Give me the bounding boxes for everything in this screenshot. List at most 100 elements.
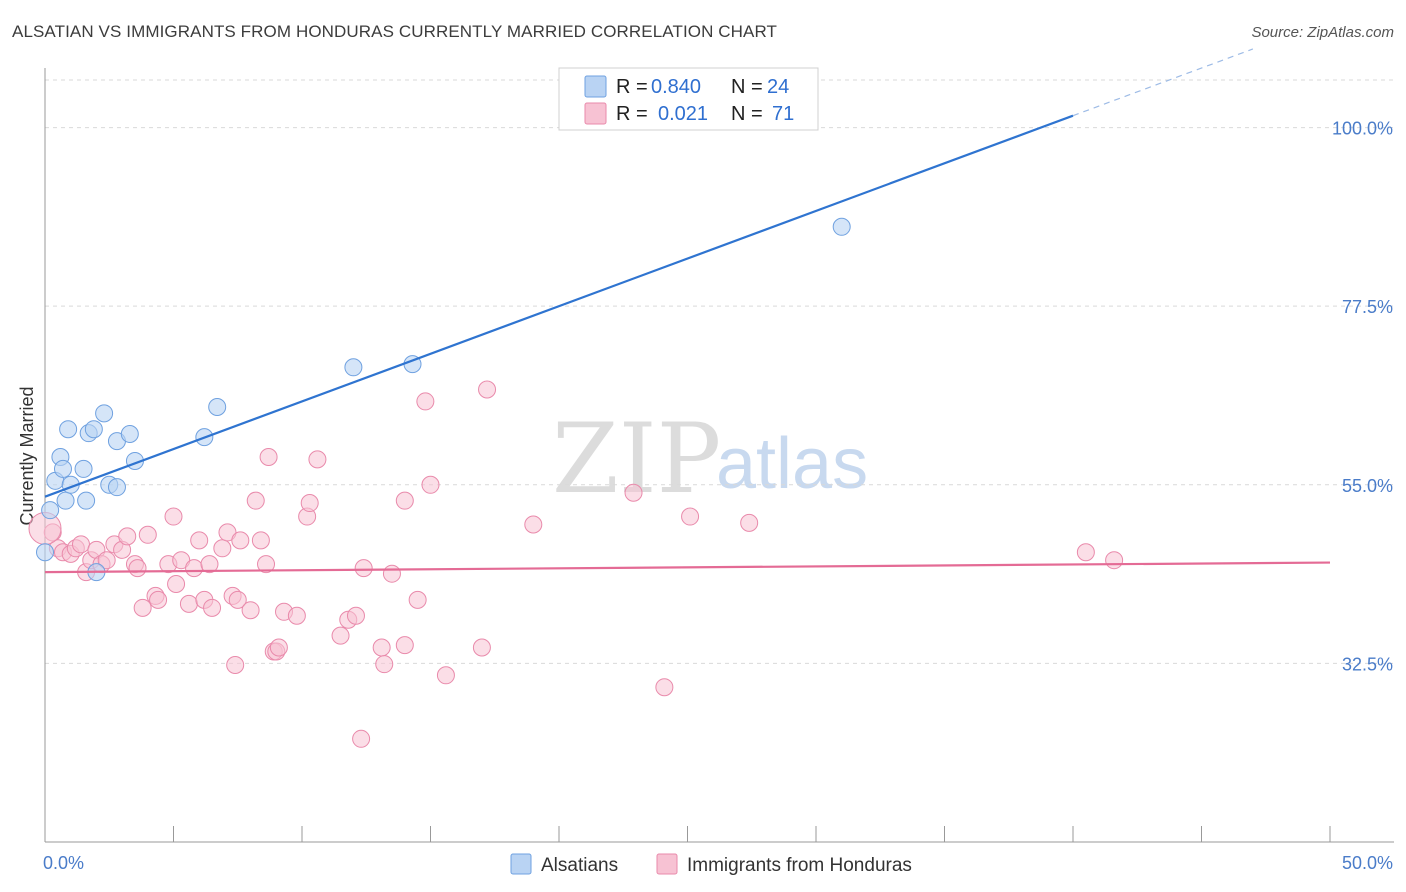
honduras-point: [200, 555, 219, 574]
x-tick-label-end: 50.0%: [1342, 853, 1393, 873]
honduras-point: [624, 483, 643, 502]
y-axis-label: Currently Married: [17, 386, 37, 525]
y-tick-label: 55.0%: [1342, 476, 1393, 496]
honduras-point: [375, 655, 394, 674]
y-tick-label: 32.5%: [1342, 654, 1393, 674]
honduras-point: [331, 626, 350, 645]
bottom-legend-swatch-honduras: [656, 853, 678, 875]
alsatian-points: [36, 217, 851, 582]
alsatian-point: [84, 420, 103, 439]
honduras-point: [524, 515, 543, 534]
bottom-legend-label-honduras: Immigrants from Honduras: [687, 855, 912, 876]
x-tick-labels: 0.0% 50.0%: [43, 853, 1393, 873]
alsatian-point: [53, 459, 72, 478]
honduras-trend-line: [44, 561, 1331, 574]
honduras-point: [251, 531, 270, 550]
alsatian-point: [41, 501, 60, 520]
honduras-point: [395, 491, 414, 510]
honduras-point: [133, 598, 152, 617]
honduras-point: [1105, 551, 1124, 570]
legend-swatch-honduras: [584, 102, 607, 125]
legend-n-label-2: N =: [731, 103, 763, 125]
legend-swatch-alsatians: [584, 75, 607, 98]
honduras-point: [259, 448, 278, 466]
honduras-point: [138, 525, 157, 544]
honduras-points: [28, 380, 1124, 748]
honduras-point: [436, 666, 455, 685]
bottom-legend-label-alsatians: Alsatians: [541, 855, 618, 876]
y-tick-labels: 32.5% 55.0% 77.5% 100.0%: [1332, 119, 1393, 675]
honduras-point: [149, 590, 168, 609]
honduras-point: [408, 590, 427, 609]
honduras-point: [226, 655, 245, 674]
honduras-point: [71, 535, 90, 554]
legend-n-value-1: 24: [767, 76, 789, 98]
watermark-atlas: atlas: [716, 424, 868, 504]
honduras-point: [346, 606, 365, 625]
x-tick-label-start: 0.0%: [43, 853, 84, 873]
alsatian-point: [832, 217, 851, 236]
honduras-point: [287, 606, 306, 625]
series-legend: Alsatians Immigrants from Honduras: [510, 853, 912, 876]
alsatian-point: [36, 543, 54, 562]
honduras-point: [269, 638, 288, 657]
honduras-point: [190, 531, 209, 550]
legend-r-label-1: R =: [616, 76, 648, 98]
honduras-point: [213, 539, 232, 558]
correlation-legend: R = 0.840 N = 24 R = 0.021 N = 71: [558, 67, 819, 131]
honduras-point: [241, 601, 260, 620]
honduras-point: [1076, 543, 1095, 562]
alsatian-point: [56, 491, 75, 510]
alsatian-point: [344, 358, 363, 377]
axes: [44, 68, 1394, 843]
y-tick-label: 77.5%: [1342, 297, 1393, 317]
alsatians-trend-line: [44, 114, 1074, 498]
alsatian-point: [74, 459, 93, 478]
source-credit: Source: ZipAtlas.com: [1251, 24, 1394, 41]
alsatian-point: [120, 424, 139, 443]
trend-lines: [44, 48, 1331, 574]
y-tick-label: 100.0%: [1332, 119, 1393, 139]
honduras-point: [372, 638, 391, 657]
honduras-point: [416, 392, 435, 411]
honduras-point: [421, 475, 440, 494]
legend-r-value-2: 0.021: [658, 103, 708, 125]
honduras-point: [179, 594, 198, 613]
honduras-point: [128, 559, 147, 578]
honduras-point: [185, 559, 204, 578]
honduras-point: [300, 494, 319, 513]
honduras-point: [164, 507, 183, 526]
legend-n-label-1: N =: [731, 76, 763, 98]
honduras-point: [354, 559, 373, 578]
honduras-point: [246, 491, 265, 510]
alsatian-point: [107, 478, 126, 497]
honduras-point: [655, 678, 674, 697]
honduras-point: [257, 555, 276, 574]
honduras-point: [167, 575, 186, 594]
honduras-point: [382, 564, 401, 583]
honduras-point: [472, 638, 491, 657]
legend-r-value-1: 0.840: [651, 76, 701, 98]
chart-title: ALSATIAN VS IMMIGRANTS FROM HONDURAS CUR…: [12, 22, 778, 41]
honduras-point: [478, 380, 497, 399]
honduras-point: [172, 551, 191, 570]
honduras-point: [681, 507, 700, 526]
grid-lines: [45, 79, 1394, 664]
honduras-point: [740, 513, 759, 532]
honduras-point: [118, 527, 137, 546]
honduras-point: [352, 729, 371, 748]
honduras-point: [228, 590, 247, 609]
honduras-point: [395, 636, 414, 655]
honduras-point: [308, 450, 327, 469]
alsatian-point: [95, 404, 114, 423]
honduras-point: [218, 523, 237, 542]
alsatian-point: [59, 420, 78, 439]
alsatian-point: [208, 397, 227, 416]
legend-n-value-2: 71: [772, 103, 794, 125]
legend-r-label-2: R =: [616, 103, 648, 125]
honduras-point: [203, 598, 222, 617]
alsatian-point: [77, 491, 96, 510]
alsatians-trend-extension: [1072, 48, 1254, 117]
honduras-point: [97, 551, 116, 570]
